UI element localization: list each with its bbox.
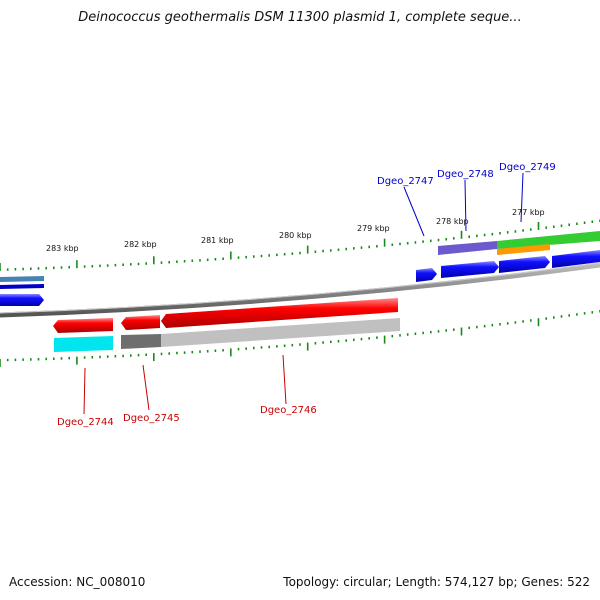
- gene-arrow-dgeo-2744[interactable]: [53, 318, 113, 333]
- gene-arrow-dgeo-2746[interactable]: [161, 298, 398, 328]
- gene-arrow-dgeo-2749[interactable]: [499, 256, 550, 273]
- tick-label-278kbp: 278 kbp: [436, 217, 469, 226]
- gene-label-dgeo-2748[interactable]: Dgeo_2748: [437, 169, 494, 180]
- gene-label-dgeo-2744[interactable]: Dgeo_2744: [57, 417, 114, 428]
- feature-green[interactable]: [497, 231, 600, 249]
- callout-dgeo-2748: [464, 179, 467, 232]
- callout-dgeo-2744: [83, 367, 86, 415]
- gene-arrow-dgeo-2748[interactable]: [441, 261, 499, 278]
- ruler-ticks-upper: [0, 219, 600, 271]
- gene-label-dgeo-2747[interactable]: Dgeo_2747: [377, 176, 434, 187]
- tick-label-281kbp: 281 kbp: [201, 236, 234, 245]
- ruler-ticks-lower: [0, 310, 600, 367]
- gene-label-dgeo-2746[interactable]: Dgeo_2746: [260, 405, 317, 416]
- tick-label-280kbp: 280 kbp: [279, 231, 312, 240]
- tick-label-282kbp: 282 kbp: [124, 240, 157, 249]
- backbone-highlight: [0, 262, 600, 314]
- topology-stats-text: Topology: circular; Length: 574,127 bp; …: [283, 575, 590, 589]
- forward-gene-labels: Dgeo_2747 Dgeo_2748 Dgeo_2749: [377, 162, 556, 237]
- feature-light-gray[interactable]: [161, 318, 400, 347]
- tick-label-279kbp: 279 kbp: [357, 224, 390, 233]
- gene-stripe-left: [0, 284, 44, 289]
- gene-arrow-left-forward[interactable]: [0, 294, 44, 306]
- reverse-gene-labels: Dgeo_2744 Dgeo_2745 Dgeo_2746: [57, 354, 317, 428]
- tick-label-283kbp: 283 kbp: [46, 244, 79, 253]
- gene-arrow-next-forward[interactable]: [552, 250, 600, 268]
- tick-label-277kbp: 277 kbp: [512, 208, 545, 217]
- gene-label-dgeo-2749[interactable]: Dgeo_2749: [499, 162, 556, 173]
- feature-orange[interactable]: [497, 244, 550, 255]
- plasmid-backbone: [0, 262, 600, 318]
- accession-text: Accession: NC_008010: [9, 575, 146, 589]
- callout-dgeo-2745: [142, 364, 150, 411]
- forward-strand-genes: [0, 250, 600, 306]
- feature-track-upper: [0, 231, 600, 282]
- feature-teal[interactable]: [0, 276, 44, 282]
- callout-dgeo-2746: [282, 354, 287, 405]
- callout-dgeo-2749: [520, 172, 524, 223]
- reverse-strand-genes: [53, 298, 398, 333]
- feature-purple[interactable]: [438, 241, 497, 255]
- map-title: Deinococcus geothermalis DSM 11300 plasm…: [78, 10, 522, 25]
- gene-arrow-dgeo-2745[interactable]: [121, 315, 160, 330]
- gene-arrow-dgeo-2747[interactable]: [416, 268, 437, 282]
- feature-cyan[interactable]: [54, 336, 113, 352]
- callout-dgeo-2747: [403, 186, 425, 237]
- feature-track-lower: [54, 318, 400, 352]
- feature-dark-gray[interactable]: [121, 334, 161, 349]
- gene-label-dgeo-2745[interactable]: Dgeo_2745: [123, 413, 180, 424]
